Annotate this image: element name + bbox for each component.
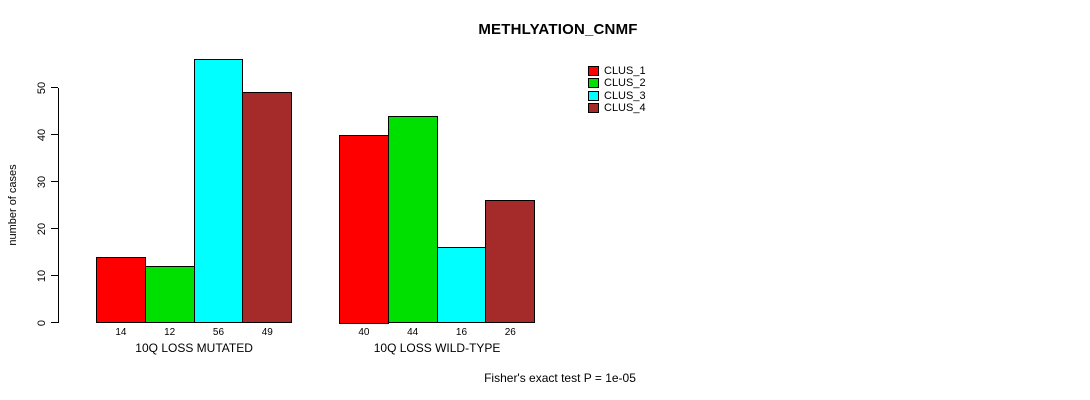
legend-label: CLUS_3 — [604, 89, 646, 102]
bar-value-label: 49 — [261, 327, 273, 338]
y-axis-line — [57, 87, 59, 323]
y-axis-tick — [50, 180, 58, 183]
chart-title: METHLYATION_CNMF — [478, 21, 638, 38]
bar-value-label: 16 — [455, 327, 468, 338]
legend-item: CLUS_2 — [588, 77, 646, 89]
bar-value-label: 14 — [115, 327, 127, 338]
legend-label: CLUS_2 — [604, 77, 646, 90]
bar-value-label: 44 — [407, 327, 419, 338]
chart-bar — [242, 92, 293, 324]
y-axis-tick-label: 20 — [36, 222, 48, 235]
chart-bar — [436, 247, 487, 324]
bar-value-label: 26 — [504, 327, 516, 338]
legend-label: CLUS_1 — [604, 65, 646, 77]
chart-bar — [96, 256, 146, 324]
chart-bar — [144, 266, 195, 324]
y-axis-tick — [50, 227, 58, 230]
y-axis-tick-label: 30 — [36, 175, 48, 188]
y-axis-tick-label: 10 — [36, 269, 48, 282]
legend-swatch — [588, 78, 599, 89]
category-label: 10Q LOSS WILD-TYPE — [373, 341, 501, 355]
legend-item: CLUS_1 — [588, 65, 646, 77]
chart-bar — [339, 134, 389, 324]
y-axis-tick — [50, 86, 58, 89]
y-axis-label: number of cases — [7, 164, 19, 246]
legend-swatch — [588, 66, 599, 76]
bar-value-label: 40 — [358, 327, 370, 338]
chart-bar — [485, 200, 536, 324]
y-axis-tick — [50, 321, 58, 324]
legend: CLUS_1 CLUS_2 CLUS_3 CLUS_4 — [588, 65, 646, 114]
legend-swatch — [588, 90, 599, 101]
chart-bar — [387, 115, 438, 324]
y-axis-tick-label: 50 — [36, 81, 48, 94]
legend-item: CLUS_4 — [588, 102, 646, 114]
legend-label: CLUS_4 — [604, 101, 646, 114]
y-axis-tick — [50, 274, 58, 277]
bar-value-label: 12 — [164, 327, 176, 338]
y-axis-tick — [50, 133, 58, 136]
legend-item: CLUS_3 — [588, 90, 646, 102]
chart-bar — [193, 59, 244, 324]
category-label: 10Q LOSS MUTATED — [135, 341, 253, 355]
y-axis-tick-label: 40 — [36, 128, 48, 141]
legend-swatch — [588, 102, 599, 113]
y-axis-tick-label: 0 — [36, 319, 48, 326]
bar-value-label: 56 — [212, 327, 225, 338]
stat-annotation: Fisher's exact test P = 1e-05 — [484, 371, 636, 385]
